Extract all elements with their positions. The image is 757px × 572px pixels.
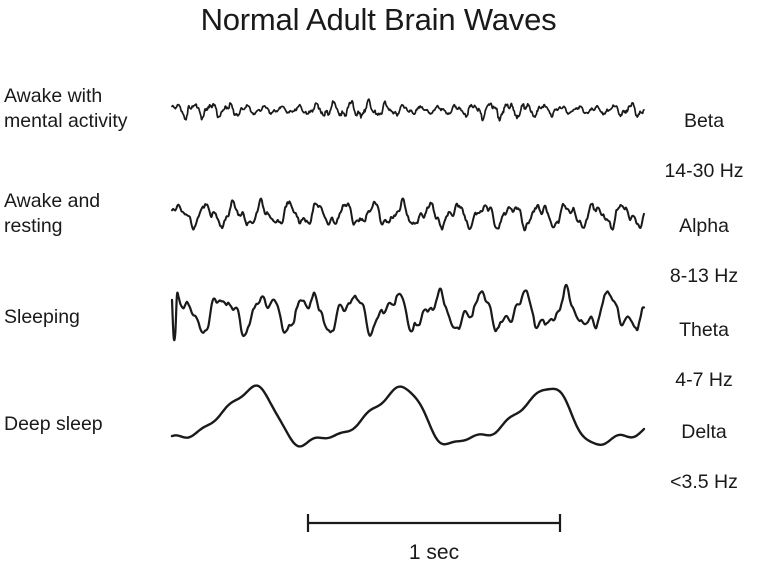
state-label-delta: Deep sleep [4, 413, 103, 435]
band-name-alpha: Alpha [679, 215, 729, 237]
waveform-path-delta [170, 384, 646, 448]
band-name-delta: Delta [681, 421, 727, 443]
band-label-beta: Beta 14-30 Hz [652, 84, 756, 209]
waveform-path-theta [170, 283, 646, 342]
band-frequency-theta: 4-7 Hz [675, 369, 733, 391]
waveform-trace-theta [170, 283, 646, 342]
scale-bar [306, 514, 562, 532]
page-title: Normal Adult Brain Waves [200, 2, 557, 37]
waveform-trace-delta [170, 384, 646, 448]
band-name-beta: Beta [683, 110, 725, 132]
state-label-alpha: Awake and resting [4, 190, 101, 237]
scale-bar-caption: 1 sec [408, 541, 460, 564]
band-frequency-beta: 14-30 Hz [664, 160, 744, 182]
waveform-trace-alpha [171, 197, 645, 232]
band-label-theta: Theta 4-7 Hz [652, 293, 756, 418]
state-label-theta: Sleeping [4, 306, 80, 328]
band-frequency-delta: <3.5 Hz [670, 471, 738, 493]
band-name-theta: Theta [679, 319, 729, 341]
band-label-delta: Delta <3.5 Hz [652, 395, 756, 520]
band-label-alpha: Alpha 8-13 Hz [652, 189, 756, 314]
state-label-beta: Awake with mental activity [4, 85, 128, 132]
waveform-trace-beta [171, 98, 645, 122]
band-frequency-alpha: 8-13 Hz [669, 265, 739, 287]
waveform-path-beta [171, 98, 645, 122]
waveform-path-alpha [171, 197, 645, 232]
